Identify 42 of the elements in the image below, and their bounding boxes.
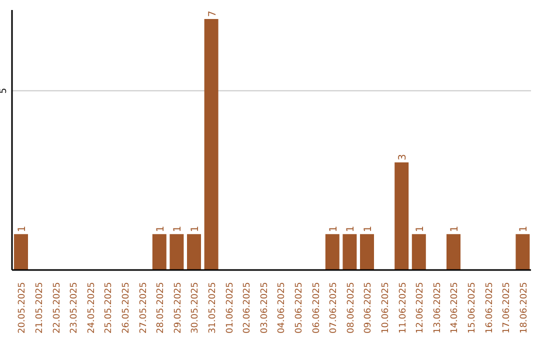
x-tick-label: 24.05.2025	[86, 282, 97, 334]
x-tick-label: 15.06.2025	[467, 282, 478, 334]
x-tick-label: 17.06.2025	[502, 282, 512, 334]
x-tick-label: 08.06.2025	[346, 282, 356, 334]
x-tick-label: 18.06.2025	[519, 282, 530, 334]
x-tick-label: 28.05.2025	[156, 282, 166, 334]
x-tick-label: 05.06.2025	[294, 282, 304, 334]
x-tick-label: 22.05.2025	[52, 282, 62, 334]
data-label: 7	[207, 10, 218, 17]
data-label: 1	[363, 226, 374, 232]
data-label: 1	[414, 226, 426, 232]
x-tick-label: 23.05.2025	[70, 282, 80, 334]
x-tick-label: 11.06.2025	[398, 282, 408, 334]
x-tick-label: 29.05.2025	[173, 282, 184, 334]
x-tick-label: 10.06.2025	[380, 282, 391, 334]
x-tick-label: 27.05.2025	[138, 282, 149, 334]
x-tick-label: 26.05.2025	[121, 282, 132, 334]
x-tick-label: 31.05.2025	[208, 282, 218, 334]
data-label: 1	[172, 226, 184, 232]
data-label: 1	[518, 226, 530, 232]
x-tick-label: 03.06.2025	[260, 282, 270, 334]
x-tick-label: 16.06.2025	[484, 282, 495, 334]
x-tick-label: 02.06.2025	[242, 282, 253, 334]
data-label: 1	[328, 226, 340, 232]
x-tick-label: 04.06.2025	[277, 282, 288, 334]
data-label: 1	[190, 226, 201, 232]
x-tick-label: 14.06.2025	[450, 282, 460, 334]
x-tick-label: 07.06.2025	[329, 282, 340, 334]
x-tick-label: 09.06.2025	[364, 282, 374, 334]
x-tick-label: 20.05.2025	[18, 282, 28, 334]
x-tick-label: 06.06.2025	[312, 282, 322, 334]
x-tick-label: 30.05.2025	[190, 282, 201, 334]
x-tick-label: 13.06.2025	[432, 282, 443, 334]
data-label: 1	[346, 226, 357, 232]
x-tick-label: 12.06.2025	[416, 282, 426, 334]
x-tick-label: 01.06.2025	[225, 282, 236, 334]
data-label: 1	[155, 226, 166, 232]
data-label: 1	[450, 226, 460, 232]
x-tick-label: 25.05.2025	[104, 282, 114, 334]
x-tick-label: 21.05.2025	[34, 282, 45, 334]
data-label: 3	[398, 154, 409, 160]
data-label: 1	[17, 226, 28, 232]
